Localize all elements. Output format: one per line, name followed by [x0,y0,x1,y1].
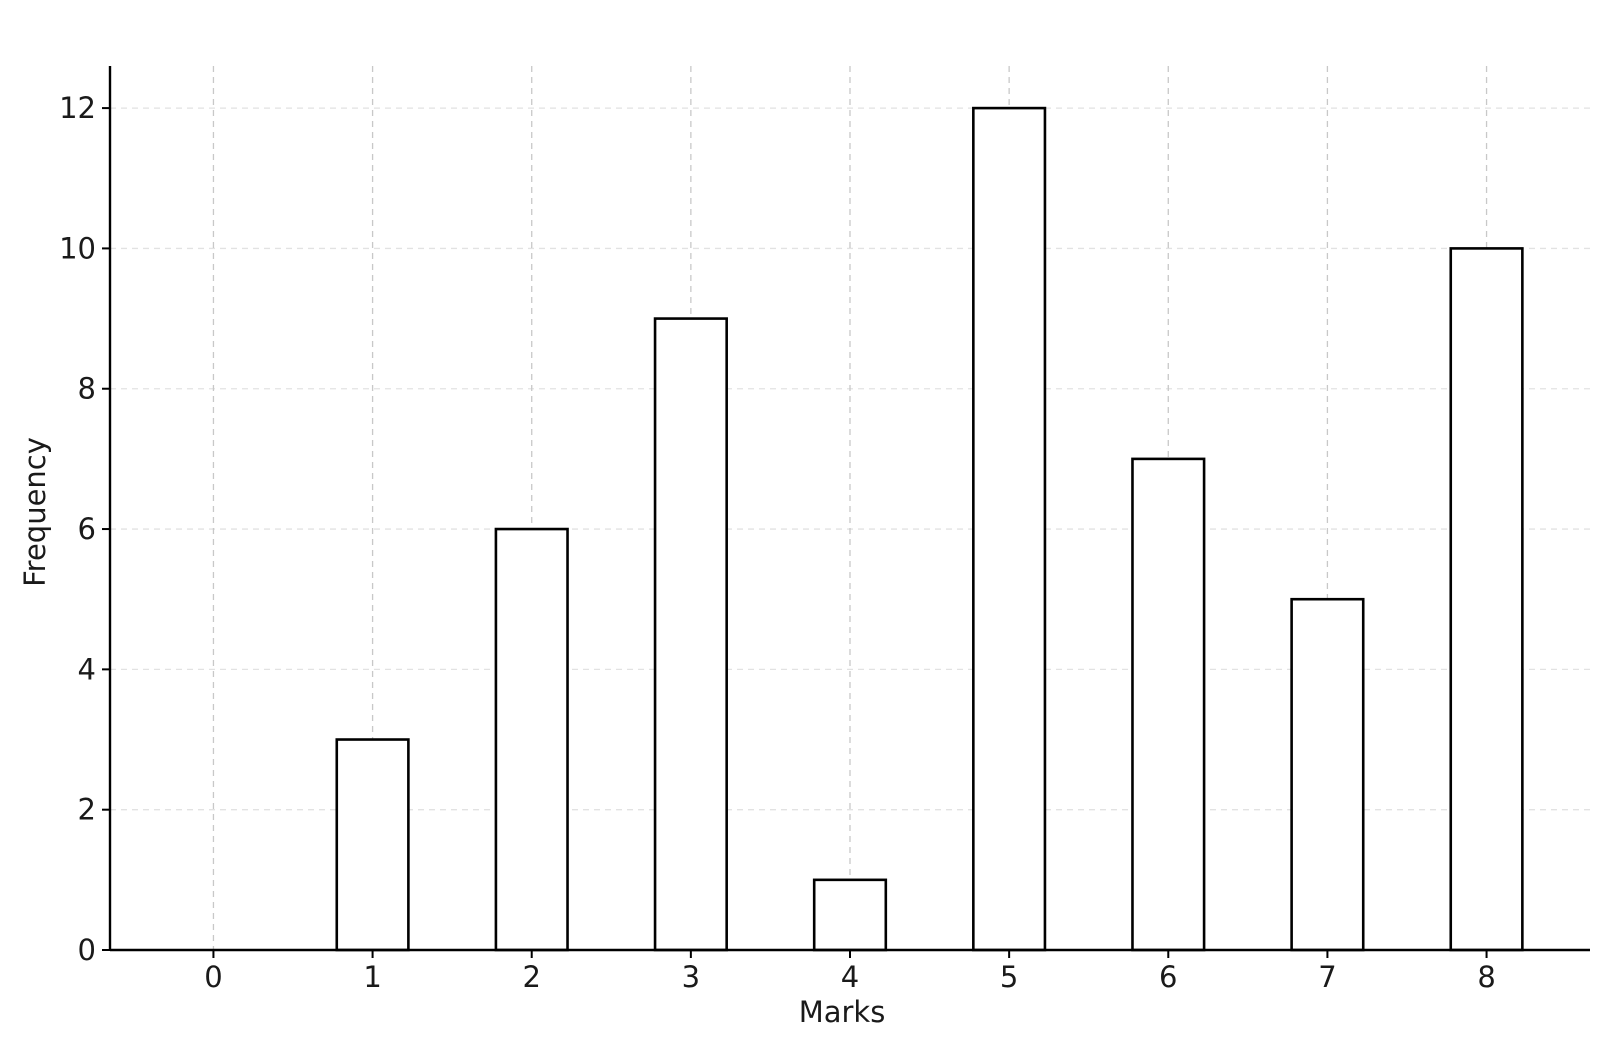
x-tick-label: 6 [1159,960,1177,994]
bar-4 [812,878,888,952]
bar-5 [972,106,1047,952]
bar-1 [335,738,410,952]
y-tick-label: 0 [78,933,96,967]
y-tick-label: 2 [78,793,96,827]
x-tick-label: 0 [204,960,222,994]
x-tick-label: 4 [841,960,859,994]
y-tick-label: 4 [78,652,96,686]
grid [110,66,1590,951]
y-tick-label: 10 [59,231,96,265]
bar-8 [1449,247,1524,952]
x-tick-label: 3 [682,960,700,994]
x-tick-label: 7 [1318,960,1336,994]
bar-6 [1131,457,1206,952]
x-tick-label: 8 [1477,960,1495,994]
y-tick-label: 12 [59,91,96,125]
x-axis-title: Marks [799,995,886,1029]
y-axis-title: Frequency [18,437,52,587]
bar-2 [494,527,569,952]
bar-7 [1290,597,1365,952]
bars [335,106,1524,952]
y-tick-label: 6 [78,512,96,546]
x-tick-label: 1 [363,960,381,994]
bar-3 [653,317,728,952]
x-tick-label: 5 [1000,960,1018,994]
y-tick-label: 8 [78,372,96,406]
x-tick-label: 2 [522,960,540,994]
